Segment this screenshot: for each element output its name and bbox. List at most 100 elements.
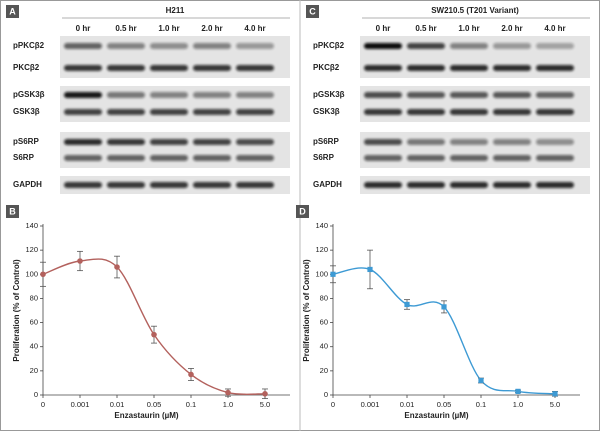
blot-strip — [60, 132, 290, 168]
row-label: pGSK3β — [313, 90, 345, 99]
band — [150, 182, 188, 188]
band — [364, 65, 402, 71]
lane-label: 1.0 hr — [458, 24, 479, 33]
x-tick-label: 5.0 — [550, 400, 560, 409]
panel-label-box — [6, 5, 19, 18]
row-label: GAPDH — [313, 180, 342, 189]
band — [64, 139, 102, 145]
band — [236, 65, 274, 71]
y-tick-label: 120 — [25, 245, 38, 254]
y-tick-label: 80 — [320, 293, 328, 302]
band — [493, 139, 531, 145]
band — [236, 43, 274, 49]
row-label: pS6RP — [13, 137, 39, 146]
band — [407, 109, 445, 115]
panel-label: A — [9, 6, 16, 16]
point — [225, 389, 231, 396]
band — [364, 182, 402, 188]
y-tick-label: 100 — [315, 269, 328, 278]
band — [536, 109, 574, 115]
lane-label: 0.5 hr — [415, 24, 436, 33]
band — [493, 155, 531, 161]
row-label: PKCβ2 — [313, 63, 340, 72]
lane-label: 4.0 hr — [244, 24, 265, 33]
row-label: S6RP — [313, 153, 335, 162]
blot-strip — [60, 86, 290, 122]
point — [478, 377, 484, 384]
x-tick-label: 5.0 — [260, 400, 270, 409]
band — [64, 155, 102, 161]
y-tick-label: 20 — [320, 366, 328, 375]
x-tick-label: 0.05 — [437, 400, 452, 409]
blot-title: H211 — [166, 6, 185, 15]
panel-label-box — [6, 205, 19, 218]
x-tick-label: 0 — [41, 400, 45, 409]
band — [64, 65, 102, 71]
band — [107, 182, 145, 188]
point — [151, 331, 157, 338]
x-tick-label: 0.01 — [400, 400, 415, 409]
band — [407, 43, 445, 49]
lane-label: 1.0 hr — [158, 24, 179, 33]
lane-label: 2.0 hr — [501, 24, 522, 33]
band — [536, 43, 574, 49]
band — [150, 43, 188, 49]
band — [150, 92, 188, 98]
band — [107, 155, 145, 161]
band — [236, 92, 274, 98]
band — [150, 109, 188, 115]
band — [407, 139, 445, 145]
panel-label: D — [299, 206, 306, 216]
band — [107, 65, 145, 71]
blot-strip — [360, 132, 590, 168]
x-tick-label: 0.001 — [71, 400, 90, 409]
y-tick-label: 140 — [315, 221, 328, 230]
x-tick-label: 0.05 — [147, 400, 162, 409]
band — [536, 92, 574, 98]
band — [407, 65, 445, 71]
row-label: GSK3β — [313, 107, 340, 116]
band — [450, 43, 488, 49]
band — [407, 92, 445, 98]
blot-title: SW210.5 (T201 Variant) — [431, 6, 519, 15]
band — [493, 65, 531, 71]
band — [364, 139, 402, 145]
point — [40, 271, 46, 278]
y-tick-label: 0 — [324, 390, 328, 399]
panel-label-box — [306, 5, 319, 18]
row-label: pGSK3β — [13, 90, 45, 99]
band — [450, 92, 488, 98]
panel-label: B — [9, 206, 16, 216]
point — [552, 391, 558, 397]
x-tick-label: 0.001 — [361, 400, 380, 409]
x-tick-label: 0 — [331, 400, 335, 409]
blot-strip — [360, 36, 590, 78]
row-label: GSK3β — [13, 107, 40, 116]
band — [450, 139, 488, 145]
row-label: S6RP — [13, 153, 35, 162]
x-axis-label: Enzastaurin (µM) — [404, 411, 469, 420]
point — [441, 304, 447, 310]
row-label: pPKCβ2 — [313, 41, 345, 50]
band — [536, 182, 574, 188]
band — [64, 182, 102, 188]
band — [364, 92, 402, 98]
lane-label: 4.0 hr — [544, 24, 565, 33]
band — [536, 65, 574, 71]
band — [64, 43, 102, 49]
band — [407, 155, 445, 161]
band — [364, 155, 402, 161]
band — [150, 139, 188, 145]
y-tick-label: 100 — [25, 269, 38, 278]
band — [536, 155, 574, 161]
band — [64, 92, 102, 98]
band — [150, 155, 188, 161]
row-label: PKCβ2 — [13, 63, 40, 72]
row-label: pPKCβ2 — [13, 41, 45, 50]
band — [407, 182, 445, 188]
band — [493, 43, 531, 49]
band — [450, 182, 488, 188]
x-tick-label: 0.1 — [476, 400, 486, 409]
x-tick-label: 1.0 — [223, 400, 233, 409]
blot-strip — [60, 36, 290, 78]
